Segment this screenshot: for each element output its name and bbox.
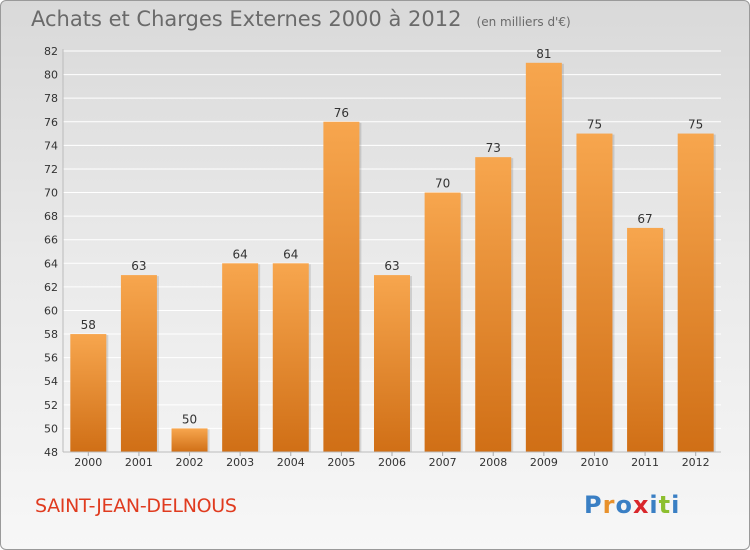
- x-tick-label: 2006: [378, 456, 406, 469]
- y-tick-label: 82: [44, 45, 58, 58]
- y-tick-label: 68: [44, 210, 58, 223]
- unit-note: (en milliers d'€): [476, 15, 571, 29]
- logo-letter: t: [658, 491, 672, 519]
- bar-2001: [120, 275, 157, 452]
- x-tick-label: 2004: [277, 456, 305, 469]
- y-tick-label: 50: [44, 422, 58, 435]
- x-tick-label: 2000: [74, 456, 102, 469]
- x-tick-label: 2005: [327, 456, 355, 469]
- x-tick-label: 2009: [530, 456, 558, 469]
- y-tick-label: 64: [44, 257, 58, 270]
- data-label: 76: [334, 106, 349, 120]
- x-tick-label: 2010: [580, 456, 608, 469]
- y-tick-label: 60: [44, 304, 58, 317]
- data-label: 75: [688, 118, 703, 132]
- data-label: 63: [384, 259, 399, 273]
- x-tick-label: 2002: [176, 456, 204, 469]
- x-tick-label: 2007: [429, 456, 457, 469]
- bar-2010: [576, 133, 613, 452]
- bar-2002: [171, 428, 208, 452]
- data-label: 63: [131, 259, 146, 273]
- y-tick-label: 80: [44, 69, 58, 82]
- x-tick-label: 2011: [631, 456, 659, 469]
- logo-letter: x: [632, 491, 650, 519]
- chart-title: Achats et Charges Externes 2000 à 2012: [31, 7, 462, 31]
- logo-letter: i: [649, 491, 659, 519]
- logo-letter: i: [671, 491, 681, 519]
- y-tick-label: 62: [44, 281, 58, 294]
- y-tick-label: 70: [44, 187, 58, 200]
- bar-2006: [374, 275, 410, 452]
- data-label: 64: [283, 247, 298, 261]
- data-label: 73: [486, 141, 501, 155]
- data-label: 67: [637, 212, 652, 226]
- y-tick-label: 72: [44, 163, 58, 176]
- commune-name: SAINT-JEAN-DELNOUS: [35, 495, 237, 517]
- data-label: 50: [182, 412, 197, 426]
- y-tick-label: 52: [44, 399, 58, 412]
- bar-2011: [627, 227, 664, 452]
- data-label: 70: [435, 177, 450, 191]
- bar-2003: [222, 263, 259, 452]
- y-tick-label: 66: [44, 234, 58, 247]
- data-label: 58: [81, 318, 96, 332]
- bar-2012: [677, 133, 714, 452]
- bar-2007: [424, 192, 461, 452]
- y-tick-label: 56: [44, 352, 58, 365]
- data-label: 81: [536, 47, 551, 61]
- bar-2004: [272, 263, 309, 452]
- y-tick-label: 74: [44, 139, 58, 152]
- bar-2000: [70, 334, 107, 452]
- bar-2005: [323, 121, 360, 452]
- y-tick-label: 78: [44, 92, 58, 105]
- x-tick-label: 2001: [125, 456, 153, 469]
- x-tick-label: 2008: [479, 456, 507, 469]
- bar-2009: [525, 62, 562, 452]
- logo-letter: o: [615, 491, 633, 519]
- y-tick-label: 58: [44, 328, 58, 341]
- x-tick-label: 2012: [682, 456, 710, 469]
- title-row: Achats et Charges Externes 2000 à 2012 (…: [31, 7, 571, 31]
- bar-2008: [475, 157, 512, 452]
- y-tick-label: 76: [44, 116, 58, 129]
- y-tick-label: 48: [44, 446, 58, 459]
- bars: 58 63 50 64 64 76 63 70 73 81 75 67 75: [70, 47, 716, 452]
- axes: 48 50 52 54 56 58 60 62 64 66 68 70 72 74 76 78 80 82 2000…: [44, 45, 721, 469]
- data-label: 75: [587, 118, 602, 132]
- data-label: 64: [233, 247, 248, 261]
- x-tick-label: 2003: [226, 456, 254, 469]
- proxiti-logo: Proxiti: [584, 491, 680, 519]
- logo-letter: r: [602, 491, 616, 519]
- logo-letter: P: [584, 491, 603, 519]
- y-tick-label: 54: [44, 375, 58, 388]
